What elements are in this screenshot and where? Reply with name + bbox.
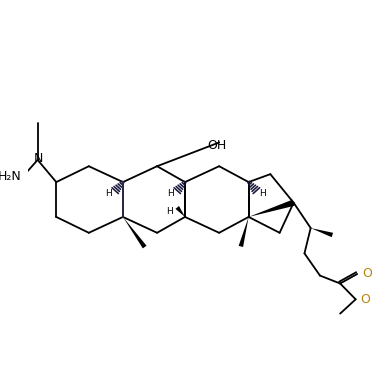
Text: O: O [360, 293, 370, 306]
Polygon shape [311, 228, 333, 237]
Text: H: H [167, 206, 173, 215]
Polygon shape [248, 200, 295, 217]
Text: O: O [362, 268, 372, 280]
Text: OH: OH [208, 139, 227, 152]
Text: N: N [34, 152, 43, 165]
Text: H₂N: H₂N [0, 170, 22, 183]
Polygon shape [239, 217, 248, 247]
Polygon shape [176, 206, 185, 217]
Text: H: H [259, 189, 266, 198]
Polygon shape [123, 217, 147, 249]
Text: H: H [167, 189, 174, 198]
Text: H: H [105, 189, 112, 198]
